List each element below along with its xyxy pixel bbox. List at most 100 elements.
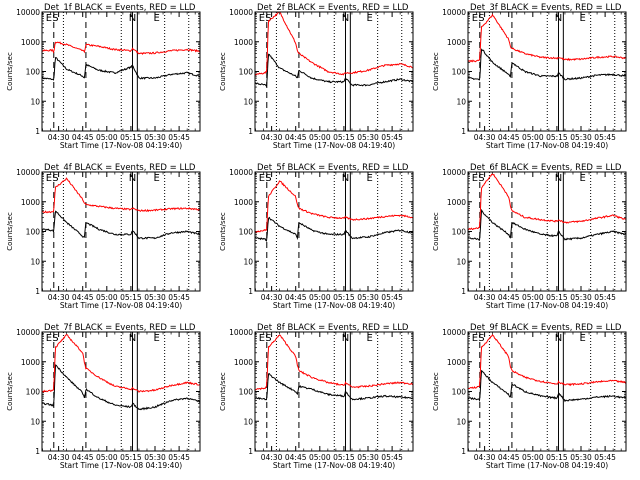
x-tick-label: 04:45 <box>72 293 94 302</box>
y-tick-label: 1 <box>35 447 40 456</box>
marker-letter: N <box>555 333 562 344</box>
x-tick-label: 05:15 <box>546 453 568 462</box>
y-tick-label: 1 <box>461 127 466 136</box>
y-tick-label: 10000 <box>16 168 40 177</box>
y-axis-label: Counts/sec <box>6 52 14 91</box>
x-tick-label: 04:45 <box>498 453 520 462</box>
marker-letter: S <box>52 173 58 184</box>
x-tick-label: 05:15 <box>546 133 568 142</box>
panel-title: Det_2f BLACK = Events, RED = LLD <box>257 3 409 13</box>
y-tick-label: 10000 <box>442 8 466 17</box>
x-tick-label: 04:30 <box>474 133 496 142</box>
x-tick-label: 04:45 <box>285 133 307 142</box>
lld-series-line <box>42 177 200 214</box>
marker-letter: E <box>259 13 265 24</box>
panel-title: Det_6f BLACK = Events, RED = LLD <box>470 163 622 173</box>
panel-title: Det_8f BLACK = Events, RED = LLD <box>257 323 409 333</box>
marker-letter: S <box>478 13 484 24</box>
y-tick-label: 10000 <box>229 168 253 177</box>
plot-frame <box>254 11 414 132</box>
x-tick-label: 04:30 <box>474 453 496 462</box>
marker-letter: N <box>342 333 349 344</box>
x-tick-label: 04:30 <box>261 453 283 462</box>
x-tick-label: 05:45 <box>594 453 616 462</box>
x-tick-label: 05:45 <box>381 293 403 302</box>
marker-letter: E <box>472 13 478 24</box>
marker-letter: N <box>129 333 136 344</box>
y-axis-label: Counts/sec <box>6 212 14 251</box>
y-tick-label: 10 <box>30 97 40 106</box>
panel-title: Det_7f BLACK = Events, RED = LLD <box>44 323 196 333</box>
x-tick-label: 05:00 <box>96 293 118 302</box>
marker-letter: S <box>265 173 271 184</box>
plot-frame <box>254 171 414 292</box>
y-tick-label: 1 <box>461 447 466 456</box>
y-tick-label: 100 <box>452 228 467 237</box>
x-axis-label: Start Time (17-Nov-08 04:19:40) <box>486 461 608 470</box>
marker-letter: E <box>472 173 478 184</box>
x-tick-label: 05:30 <box>357 133 379 142</box>
x-axis-label: Start Time (17-Nov-08 04:19:40) <box>60 461 182 470</box>
detector-panel: Det_1f BLACK = Events, RED = LLD Counts/s… <box>6 3 201 150</box>
panel-title: Det_5f BLACK = Events, RED = LLD <box>257 163 409 173</box>
events-series-line <box>42 57 200 81</box>
events-series-line <box>468 48 626 81</box>
detector-panel: Det_4f BLACK = Events, RED = LLD Counts/s… <box>6 163 201 310</box>
x-tick-label: 04:45 <box>498 133 520 142</box>
marker-letter: S <box>265 333 271 344</box>
x-tick-label: 05:00 <box>522 293 544 302</box>
y-tick-label: 100 <box>26 228 41 237</box>
events-series-line <box>468 369 626 403</box>
x-tick-label: 04:30 <box>48 453 70 462</box>
x-tick-label: 05:15 <box>546 293 568 302</box>
y-tick-label: 10 <box>243 257 253 266</box>
x-tick-label: 05:30 <box>570 133 592 142</box>
events-series-line <box>42 210 200 240</box>
events-series-line <box>255 373 413 401</box>
lld-series-line <box>468 173 626 231</box>
marker-letter: N <box>555 13 562 24</box>
y-tick-label: 100 <box>26 388 41 397</box>
y-tick-label: 1 <box>248 447 253 456</box>
plot-frame <box>467 331 627 452</box>
y-axis-label: Counts/sec <box>219 372 227 411</box>
x-tick-label: 04:30 <box>261 133 283 142</box>
marker-letter: E <box>472 333 478 344</box>
x-tick-label: 04:30 <box>261 293 283 302</box>
x-tick-label: 04:45 <box>72 453 94 462</box>
x-tick-label: 05:30 <box>570 453 592 462</box>
y-tick-label: 1000 <box>234 358 253 367</box>
x-tick-label: 05:30 <box>144 293 166 302</box>
y-tick-label: 1 <box>248 287 253 296</box>
x-tick-label: 04:45 <box>72 133 94 142</box>
marker-letter: E <box>46 173 52 184</box>
x-tick-label: 05:00 <box>96 133 118 142</box>
y-tick-label: 100 <box>26 68 41 77</box>
y-tick-label: 100 <box>452 388 467 397</box>
x-tick-label: 05:15 <box>120 293 142 302</box>
x-axis-label: Start Time (17-Nov-08 04:19:40) <box>273 301 395 310</box>
x-tick-label: 04:30 <box>48 133 70 142</box>
y-tick-label: 10 <box>243 417 253 426</box>
lld-series-line <box>255 12 413 76</box>
y-tick-label: 10000 <box>442 168 466 177</box>
x-tick-label: 04:45 <box>498 293 520 302</box>
lld-series-line <box>468 334 626 390</box>
x-tick-label: 04:45 <box>285 453 307 462</box>
x-tick-label: 05:30 <box>357 453 379 462</box>
marker-letter: N <box>342 13 349 24</box>
x-tick-label: 05:30 <box>570 293 592 302</box>
x-tick-label: 05:30 <box>357 293 379 302</box>
marker-letter: E <box>153 173 159 184</box>
marker-letter: S <box>478 173 484 184</box>
x-tick-label: 05:45 <box>594 293 616 302</box>
detector-panel: Det_5f BLACK = Events, RED = LLD Counts/s… <box>219 163 414 310</box>
x-tick-label: 05:00 <box>522 133 544 142</box>
y-tick-label: 10000 <box>229 8 253 17</box>
y-axis-label: Counts/sec <box>6 372 14 411</box>
lld-series-line <box>42 41 200 56</box>
lld-series-line <box>255 180 413 233</box>
x-tick-label: 04:30 <box>48 293 70 302</box>
x-tick-label: 05:30 <box>144 133 166 142</box>
